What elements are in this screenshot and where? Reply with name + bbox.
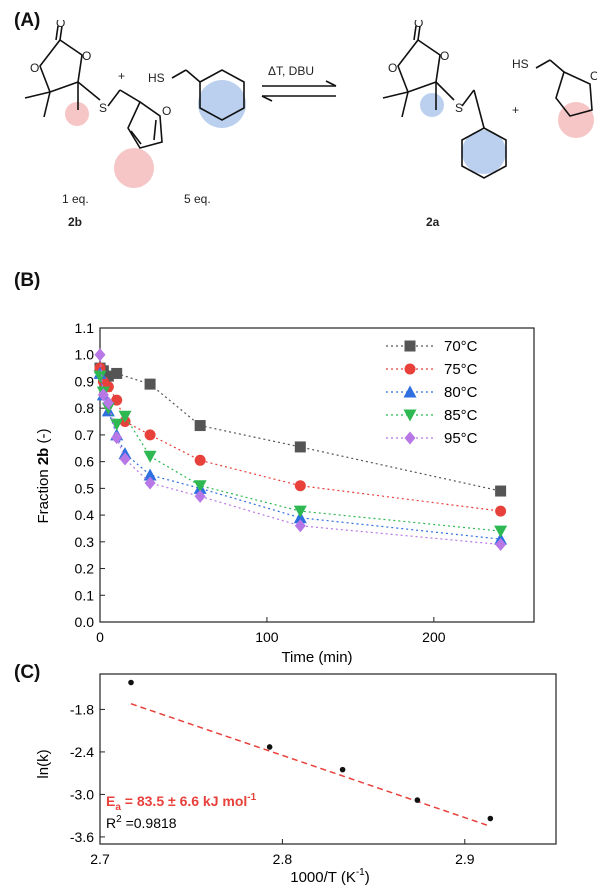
furan-o-label-1: O xyxy=(162,104,171,118)
x-tick-label: 2.9 xyxy=(455,851,475,867)
x-tick-label: 2.8 xyxy=(273,851,293,867)
y-tick-label: 0.4 xyxy=(75,507,95,523)
y-tick-label: 0.3 xyxy=(75,534,95,550)
highlight-red-carbon xyxy=(65,102,89,126)
legend-marker xyxy=(405,364,416,375)
thiol-label-2: HS xyxy=(512,57,529,71)
legend-item-3: 85°C xyxy=(386,407,478,424)
arrhenius-chart: -1.8 -2.4 -3.0 -3.6 2.7 2.8 2.9 Ea = 83.5 ± 6.… xyxy=(0,660,597,890)
carbonyl-o-2: O xyxy=(414,20,423,30)
data-point xyxy=(267,744,273,750)
reaction-scheme: O O O S O + HS ΔT, DBU O O O S + HS O 1 … xyxy=(0,20,597,260)
y-tick-label: 0.8 xyxy=(75,400,95,416)
x-tick-label: 100 xyxy=(255,629,279,645)
legend-marker xyxy=(404,386,417,398)
legend-marker xyxy=(405,432,416,445)
data-point xyxy=(111,368,122,379)
y-tick-label: 0.9 xyxy=(75,373,95,389)
legend-item-4: 95°C xyxy=(386,430,478,447)
x-tick-label: 200 xyxy=(422,629,446,645)
data-point xyxy=(340,767,346,773)
legend-label: 80°C xyxy=(444,384,478,401)
kinetics-chart: 0.0 0.1 0.2 0.3 0.4 0.5 0.6 0.7 0.8 0.9 1.0 1.1 0 100… xyxy=(0,290,597,670)
data-point xyxy=(488,816,494,822)
y-tick-label: 0.1 xyxy=(75,587,95,603)
data-point xyxy=(415,797,421,803)
legend-item-0: 70°C xyxy=(386,338,478,355)
legend-label: 95°C xyxy=(444,430,478,447)
data-point xyxy=(195,420,206,431)
y-tick-label: -3.0 xyxy=(70,786,94,802)
y-tick-label: 1.1 xyxy=(75,320,95,336)
data-point xyxy=(495,506,506,517)
legend-item-1: 75°C xyxy=(386,361,478,378)
legend-label: 75°C xyxy=(444,361,478,378)
x-tick-label: 2.7 xyxy=(90,851,110,867)
ea-annotation: Ea = 83.5 ± 6.6 kJ mol-1 xyxy=(106,792,257,813)
legend-item-2: 80°C xyxy=(386,384,478,401)
data-point xyxy=(295,441,306,452)
sulfur-label-2: S xyxy=(455,101,463,115)
y-tick-label: 1.0 xyxy=(75,347,95,363)
equivalents-2: 5 eq. xyxy=(184,192,211,206)
thiol-label-1: HS xyxy=(148,71,165,85)
sulfur-label-1: S xyxy=(99,101,107,115)
legend-marker xyxy=(404,410,417,422)
arrow-condition-label: ΔT, DBU xyxy=(268,64,314,78)
ring-o-1b: O xyxy=(82,49,91,63)
furan-o-label-2: O xyxy=(590,69,597,83)
highlight-red-furan xyxy=(114,148,154,188)
ring-o-2a: O xyxy=(388,61,397,75)
x-axis-label-c: 1000/T (K-1) xyxy=(290,867,370,886)
data-point xyxy=(95,348,106,361)
y-tick-label: 0.6 xyxy=(75,454,95,470)
data-point xyxy=(195,455,206,466)
equivalents-1: 1 eq. xyxy=(62,192,89,206)
data-point xyxy=(494,526,507,538)
data-point xyxy=(111,431,122,444)
compound-label-2a: 2a xyxy=(426,215,440,229)
legend-label: 85°C xyxy=(444,407,478,424)
data-point xyxy=(495,486,506,497)
y-tick-label: 0.7 xyxy=(75,427,95,443)
plus-sign-2: + xyxy=(512,103,519,117)
y-tick-label: 0.0 xyxy=(75,614,95,630)
legend-marker xyxy=(405,341,416,352)
y-tick-label: 0.5 xyxy=(75,480,95,496)
y-axis-label-c: ln(k) xyxy=(35,749,52,778)
legend-label: 70°C xyxy=(444,338,478,355)
y-tick-label: -2.4 xyxy=(70,744,94,760)
carbonyl-o-1: O xyxy=(56,20,65,30)
y-tick-label: -1.8 xyxy=(70,701,94,717)
y-tick-label: -3.6 xyxy=(70,829,94,845)
y-tick-label: 0.2 xyxy=(75,561,95,577)
series-line xyxy=(100,368,501,491)
plus-sign-1: + xyxy=(118,69,125,83)
y-axis-label: Fraction 2b (-) xyxy=(35,428,52,523)
ring-o-2b: O xyxy=(440,49,449,63)
x-tick-label: 0 xyxy=(96,629,104,645)
ring-o-1a: O xyxy=(30,61,39,75)
data-point xyxy=(145,379,156,390)
data-point xyxy=(128,680,134,686)
panel-label-b: (B) xyxy=(14,270,40,292)
r-squared-annotation: R2 =0.9818 xyxy=(106,814,177,831)
data-point xyxy=(144,451,157,463)
data-point xyxy=(295,480,306,491)
data-point xyxy=(145,429,156,440)
highlight-blue-carbon xyxy=(420,93,444,117)
compound-label-2b: 2b xyxy=(68,215,82,229)
